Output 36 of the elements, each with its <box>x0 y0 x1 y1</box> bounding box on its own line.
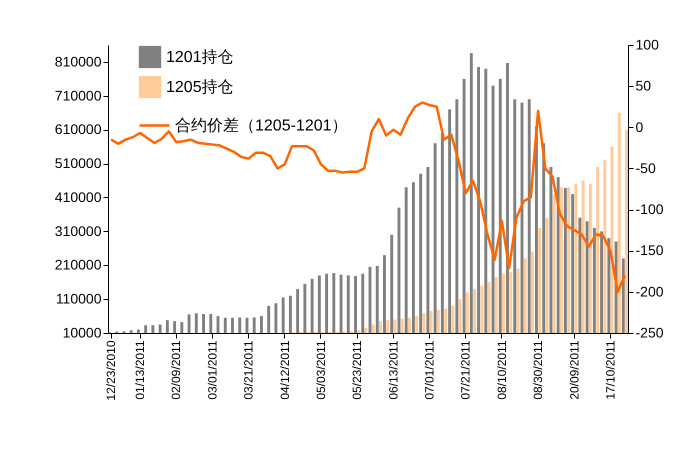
x-tick-label: 07/21/2011 <box>458 340 473 400</box>
legend-label: 1201持仓 <box>166 48 234 66</box>
y-tick-label: 210000 <box>54 256 102 273</box>
x-tick-label: 20/09/2011 <box>567 340 582 400</box>
y2-tick-label: -200 <box>636 283 664 300</box>
y-tick-label: 610000 <box>54 121 102 138</box>
y-tick-label: 710000 <box>54 87 102 104</box>
legend-label: 1205持仓 <box>166 78 234 96</box>
y-tick-label: 510000 <box>54 155 102 172</box>
y2-tick-label: -100 <box>636 201 664 218</box>
x-tick-label: 02/09/2011 <box>169 340 184 400</box>
y-tick-label: 810000 <box>54 53 102 70</box>
x-tick-label: 04/12/2011 <box>278 340 292 400</box>
line-series <box>110 101 626 294</box>
y2-tick-label: -50 <box>636 160 656 176</box>
x-tick-label: 05/03/2011 <box>314 340 328 400</box>
y-tick-label: 110000 <box>56 290 102 307</box>
y2-tick-label: -250 <box>636 324 664 340</box>
x-tick-label: 03/21/2011 <box>242 340 256 400</box>
y2-tick-label: -150 <box>636 242 664 258</box>
x-tick-label: 05/23/2011 <box>350 340 364 400</box>
y-tick-label: 10000 <box>62 324 102 340</box>
legend-label: 合约价差（1205-1201） <box>175 116 348 134</box>
y2-tick-label: 0 <box>636 118 644 135</box>
y2-tick-label: 50 <box>636 78 652 94</box>
x-tick-label: 08/30/2011 <box>531 340 546 400</box>
x-tick-label: 01/13/2011 <box>133 340 148 400</box>
x-tick-label: 07/01/2011 <box>422 340 437 400</box>
y2-tick-label: 100 <box>636 36 660 52</box>
x-tick-label: 03/01/2011 <box>205 340 220 400</box>
y-tick-label: 310000 <box>54 222 102 239</box>
x-tick-label: 17/10/2011 <box>603 340 618 400</box>
x-tick-label: 06/13/2011 <box>386 340 400 400</box>
y-tick-label: 410000 <box>54 188 102 205</box>
x-tick-label: 12/23/2010 <box>104 340 118 401</box>
x-tick-label: 08/10/2011 <box>494 340 509 400</box>
